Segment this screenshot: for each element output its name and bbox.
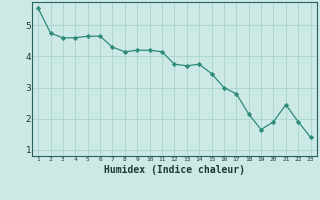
X-axis label: Humidex (Indice chaleur): Humidex (Indice chaleur)	[104, 164, 245, 175]
